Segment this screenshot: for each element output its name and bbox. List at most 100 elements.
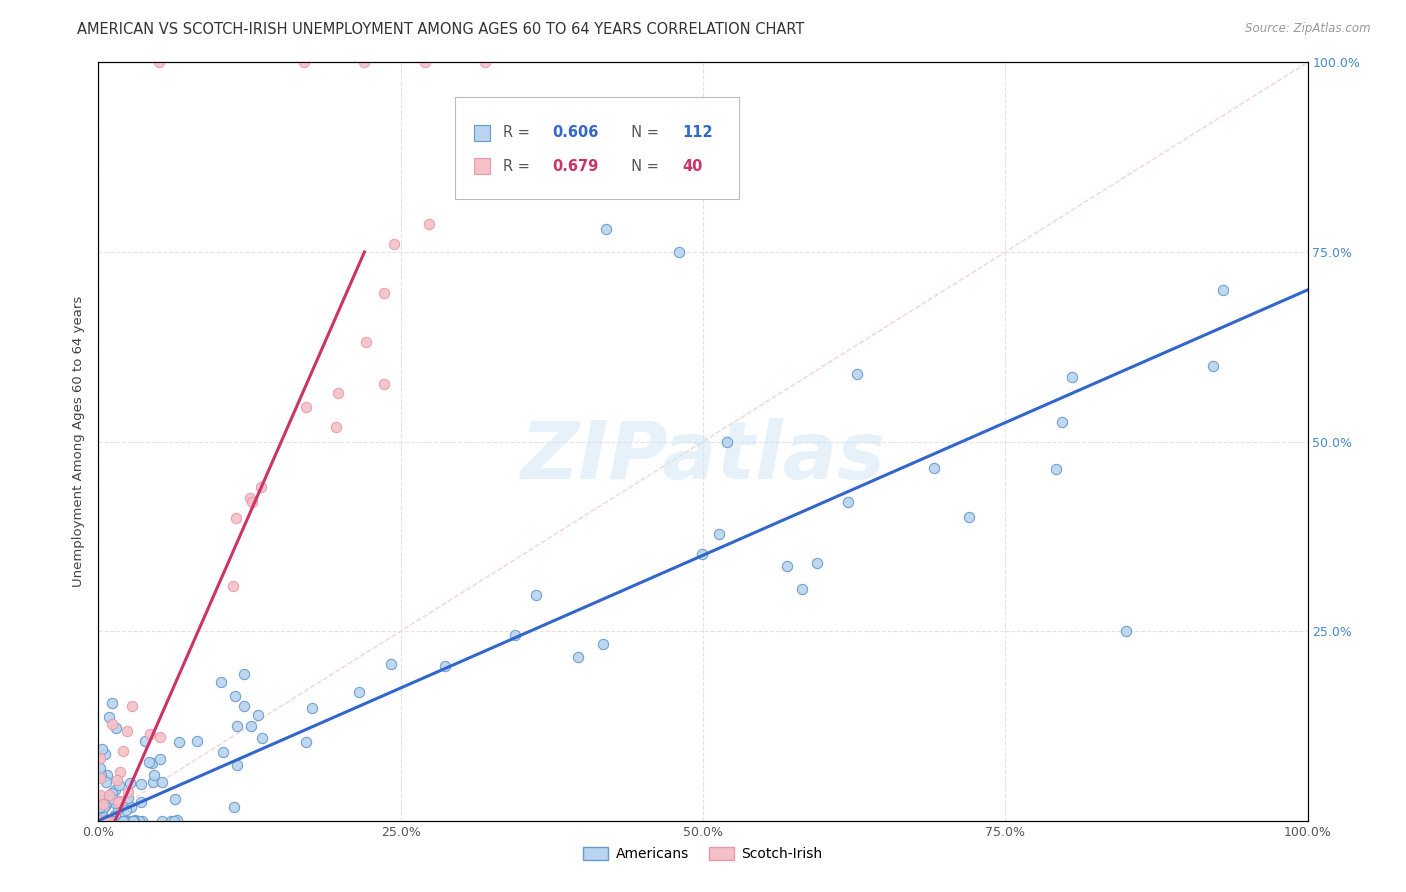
Legend: Americans, Scotch-Irish: Americans, Scotch-Irish [578, 841, 828, 867]
Point [1062, 370, 1084, 384]
Point [93, 814, 115, 828]
Point [97, 814, 120, 828]
Point [373, 376, 395, 391]
Point [160, 814, 183, 828]
Point [93, 799, 115, 814]
Point [91, 741, 114, 756]
Y-axis label: Unemployment Among Ages 60 to 64 years: Unemployment Among Ages 60 to 64 years [72, 296, 86, 587]
Point [225, 511, 247, 525]
Point [101, 814, 124, 828]
Point [163, 792, 186, 806]
Point [91, 814, 114, 828]
Point [226, 758, 249, 772]
Point [837, 495, 859, 509]
Point [163, 814, 186, 828]
Point [90, 814, 112, 828]
Point [380, 657, 402, 671]
Point [292, 55, 315, 70]
Point [524, 588, 547, 602]
Point [107, 773, 129, 788]
Point [592, 637, 614, 651]
Point [117, 790, 139, 805]
Point [120, 776, 142, 790]
Point [90, 768, 112, 782]
Point [89, 799, 111, 814]
Point [104, 721, 127, 735]
Point [93, 792, 115, 806]
Point [98, 814, 121, 828]
Point [1115, 624, 1137, 639]
Point [141, 756, 163, 771]
Point [668, 244, 690, 259]
Point [90, 805, 112, 819]
Point [100, 786, 122, 800]
Point [250, 731, 273, 746]
Point [922, 460, 945, 475]
Point [112, 744, 135, 758]
Point [149, 731, 172, 745]
Point [209, 675, 232, 690]
Point [110, 814, 132, 828]
Point [104, 814, 127, 828]
Point [94, 814, 117, 828]
Point [114, 814, 136, 828]
Point [131, 795, 153, 809]
Point [226, 719, 249, 733]
Point [121, 698, 143, 713]
Point [91, 814, 114, 828]
FancyBboxPatch shape [456, 96, 740, 199]
Point [91, 814, 114, 828]
Point [89, 814, 111, 828]
Point [224, 690, 246, 704]
Point [91, 809, 114, 823]
Point [91, 814, 114, 828]
Point [89, 808, 111, 822]
Point [121, 814, 143, 828]
Point [148, 55, 170, 70]
Point [115, 723, 138, 738]
Point [211, 745, 233, 759]
Text: 40: 40 [682, 159, 703, 174]
Point [104, 814, 127, 828]
Point [96, 814, 118, 828]
Point [112, 814, 135, 828]
Point [101, 792, 124, 806]
Point [89, 761, 111, 775]
Point [89, 814, 111, 828]
Point [295, 735, 318, 749]
Point [131, 814, 153, 828]
Point [89, 814, 111, 828]
Point [353, 55, 375, 70]
Text: Source: ZipAtlas.com: Source: ZipAtlas.com [1246, 22, 1371, 36]
Point [120, 799, 142, 814]
Point [89, 801, 111, 815]
Point [100, 814, 122, 828]
Point [1212, 283, 1234, 297]
Point [104, 808, 127, 822]
Point [413, 55, 436, 70]
Text: N =: N = [621, 126, 664, 140]
Point [471, 126, 494, 140]
Point [129, 777, 152, 791]
Point [93, 799, 115, 814]
Point [166, 813, 188, 827]
Point [222, 579, 245, 593]
Point [117, 785, 139, 799]
Point [328, 386, 350, 401]
Point [373, 286, 395, 301]
Point [98, 788, 121, 802]
Point [107, 802, 129, 816]
Point [503, 628, 526, 642]
Point [91, 804, 114, 818]
Point [239, 491, 262, 505]
Point [716, 434, 738, 449]
Point [148, 751, 170, 765]
Point [142, 768, 165, 782]
Point [108, 765, 131, 780]
Point [595, 222, 617, 236]
Point [90, 814, 112, 828]
Text: N =: N = [621, 159, 664, 174]
Point [150, 774, 173, 789]
Point [89, 771, 111, 785]
Point [301, 701, 323, 715]
